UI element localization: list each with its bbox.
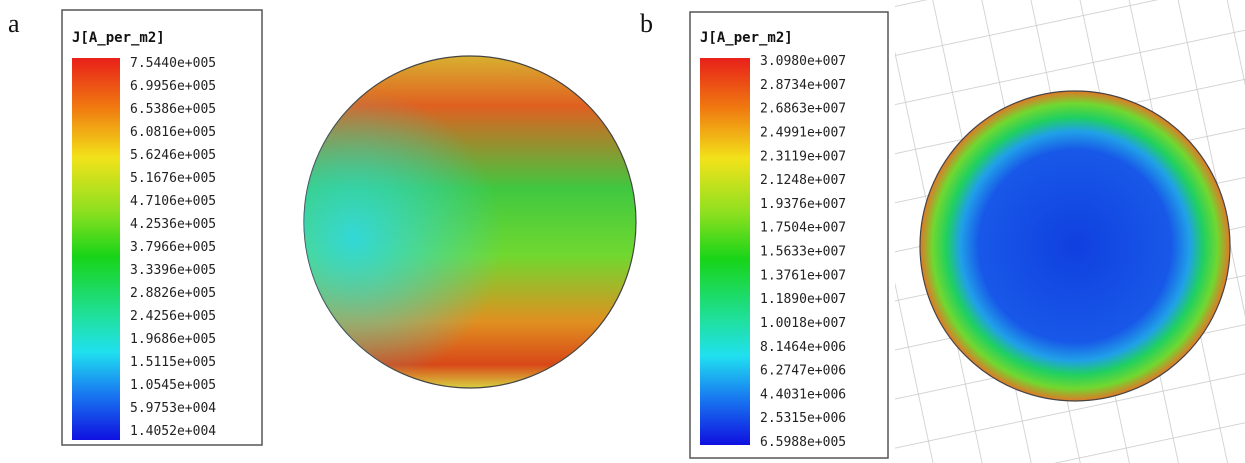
- scale-label: 4.7106e+005: [130, 194, 216, 209]
- panel-a: a J[A_per_m2] 7.5440e+005 6.9956e+005 6.53…: [8, 9, 636, 445]
- legend-title: J[A_per_m2]: [700, 30, 793, 46]
- scale-label: 5.9753e+004: [130, 401, 216, 416]
- scale-label: 2.4256e+005: [130, 309, 216, 324]
- scale-label: 2.3119e+007: [760, 149, 846, 164]
- scale-label: 1.1890e+007: [760, 292, 846, 307]
- color-bar: [700, 58, 750, 445]
- panel-label: a: [8, 9, 20, 38]
- panel-label: b: [640, 9, 653, 38]
- scale-label: 1.9376e+007: [760, 197, 846, 212]
- scale-label: 7.5440e+005: [130, 56, 216, 71]
- scale-label: 2.4991e+007: [760, 125, 846, 140]
- scale-label: 6.9956e+005: [130, 79, 216, 94]
- scale-label: 6.0816e+005: [130, 125, 216, 140]
- scale-label: 2.8826e+005: [130, 286, 216, 301]
- scale-label: 2.8734e+007: [760, 78, 846, 93]
- color-bar: [72, 58, 120, 440]
- scale-label: 3.3396e+005: [130, 263, 216, 278]
- scale-label: 3.7966e+005: [130, 240, 216, 255]
- scale-label: 6.5386e+005: [130, 102, 216, 117]
- panel-b: b J[A_per_m2] 3.0980e+007 2.8734e+007 2.68…: [640, 0, 1245, 463]
- scale-label: 1.7504e+007: [760, 221, 846, 236]
- scale-label: 1.4052e+004: [130, 424, 216, 439]
- scale-label: 1.0018e+007: [760, 316, 846, 331]
- scale-label: 2.5315e+006: [760, 411, 846, 426]
- scale-label: 2.6863e+007: [760, 102, 846, 117]
- scale-label: 8.1464e+006: [760, 340, 846, 355]
- scale-label: 1.5633e+007: [760, 245, 846, 260]
- scale-label: 1.0545e+005: [130, 378, 216, 393]
- field-disc: [920, 91, 1230, 401]
- scale-label: 6.2747e+006: [760, 364, 846, 379]
- scale-label: 4.4031e+006: [760, 387, 846, 402]
- scale-label: 4.2536e+005: [130, 217, 216, 232]
- scale-label: 6.5988e+005: [760, 435, 846, 450]
- scale-label: 2.1248e+007: [760, 173, 846, 188]
- scale-label: 3.0980e+007: [760, 54, 846, 69]
- scale-label: 1.9686e+005: [130, 332, 216, 347]
- scale-label: 5.1676e+005: [130, 171, 216, 186]
- scale-label: 1.5115e+005: [130, 355, 216, 370]
- figure: a J[A_per_m2] 7.5440e+005 6.9956e+005 6.53…: [0, 0, 1245, 463]
- legend-title: J[A_per_m2]: [72, 30, 165, 46]
- scale-label: 5.6246e+005: [130, 148, 216, 163]
- field-disc-overlay: [304, 56, 636, 388]
- scale-label: 1.3761e+007: [760, 268, 846, 283]
